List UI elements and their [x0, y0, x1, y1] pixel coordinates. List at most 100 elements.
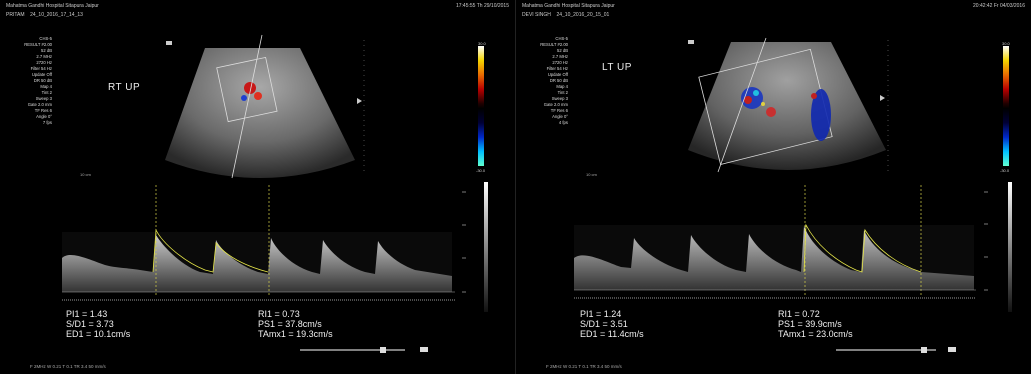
stat-pi: PI1 = 1.24	[580, 309, 622, 319]
right-header: Mahatma Gandhi Hospital Sitapura Jaipur …	[522, 3, 1025, 9]
left-flow-red	[244, 82, 256, 94]
right-cine-box	[948, 347, 956, 352]
left-depth-label: 10 cm	[80, 172, 92, 177]
param-line: Angle 0°	[36, 114, 52, 119]
right-hospital-title: Mahatma Gandhi Hospital Sitapura Jaipur	[522, 3, 615, 9]
left-spectrum	[62, 235, 452, 292]
param-line: Update Off	[31, 72, 52, 77]
left-header: Mahatma Gandhi Hospital Sitapura Jaipur …	[6, 3, 509, 9]
right-view-label: LT UP	[602, 62, 632, 73]
left-study-id: 24_10_2016_17_14_13	[30, 12, 83, 18]
right-flow-red	[744, 96, 752, 104]
param-line: RESULT #2.00	[24, 42, 52, 47]
param-line: RESULT #2.00	[540, 42, 568, 47]
left-hospital-title: Mahatma Gandhi Hospital Sitapura Jaipur	[6, 3, 99, 9]
param-line: Map 4	[556, 84, 568, 89]
right-depth-label: 10 cm	[586, 172, 598, 177]
right-stats-col1: PI1 = 1.24 S/D1 = 3.51 ED1 = 11.4cm/s	[580, 309, 644, 339]
right-patient-name: DEVI SINGH	[522, 12, 551, 18]
param-line: 2.7 MHz	[36, 54, 52, 59]
left-bmode-sector	[165, 48, 355, 178]
left-patient-name: PRITAM	[6, 12, 25, 18]
left-cine-handle	[380, 347, 386, 353]
right-image-area: 10 cm	[574, 37, 988, 353]
left-ultrasound-panel: Mahatma Gandhi Hospital Sitapura Jaipur …	[0, 0, 515, 374]
left-patient-line: PRITAM 24_10_2016_17_14_13	[6, 12, 83, 18]
param-line: Sweep 3	[35, 96, 52, 101]
left-doppler-trace	[152, 228, 269, 273]
param-line: Filter 54 Hz	[546, 66, 568, 71]
left-color-box	[216, 56, 278, 123]
left-view-label: RT UP	[108, 82, 141, 93]
stat-pi: PI1 = 1.43	[66, 309, 108, 319]
left-gray-bar	[484, 182, 488, 312]
right-doppler-cursor	[717, 37, 767, 173]
right-ultrasound-panel: Mahatma Gandhi Hospital Sitapura Jaipur …	[516, 0, 1031, 374]
left-velocity-ticks	[462, 191, 466, 293]
param-line: DR 50 dB	[33, 78, 52, 83]
right-params: CHS-5 RESULT #2.00 52 dB 2.7 MHz 2720 Hz…	[518, 36, 568, 126]
right-gray-bar	[1008, 182, 1012, 312]
left-scale-top: 30.0	[478, 41, 486, 46]
stat-tamx: TAmx1 = 19.3cm/s	[258, 329, 333, 339]
right-velocity-ticks	[984, 191, 988, 291]
left-doppler-cursor	[231, 34, 263, 179]
left-header-time: 17:45:55 Th 29/10/2015	[455, 3, 509, 9]
right-doppler-trace	[803, 223, 922, 273]
stat-ed: ED1 = 11.4cm/s	[580, 329, 644, 339]
right-color-scale	[1003, 46, 1009, 166]
panel-divider	[515, 0, 516, 374]
right-scale-bottom: -30.0	[1000, 168, 1010, 173]
left-flow-blue	[241, 95, 247, 101]
right-flow-red	[766, 107, 776, 117]
right-depth-marker	[880, 95, 885, 101]
param-line: Gate 2.0 mm	[543, 102, 568, 107]
left-stats-col2: RI1 = 0.73 PS1 = 37.8cm/s TAmx1 = 19.3cm…	[258, 309, 333, 339]
param-line: Tint 2	[557, 90, 568, 95]
left-scale-bottom: -30.0	[476, 168, 486, 173]
right-cine-handle	[921, 347, 927, 353]
right-bmode-sector	[688, 42, 886, 170]
param-line: Map 4	[40, 84, 52, 89]
stat-sd: S/D1 = 3.73	[66, 319, 114, 329]
param-line: CHS-5	[555, 36, 568, 41]
param-line: Update Off	[547, 72, 568, 77]
left-cine-box	[420, 347, 428, 352]
right-flow-cyan	[753, 90, 759, 96]
left-flow-red	[254, 92, 262, 100]
right-study-id: 24_10_2016_20_15_01	[556, 12, 610, 18]
param-line: 52 dB	[41, 48, 52, 53]
param-line: Tint 2	[41, 90, 52, 95]
param-line: Filter 54 Hz	[30, 66, 52, 71]
stat-tamx: TAmx1 = 23.0cm/s	[778, 329, 853, 339]
stat-ri: RI1 = 0.72	[778, 309, 820, 319]
param-line: 2720 Hz	[36, 60, 52, 65]
param-line: 2720 Hz	[552, 60, 568, 65]
right-flow-yellow	[761, 102, 765, 106]
param-line: Gate 2.0 mm	[27, 102, 52, 107]
left-image-area: 10 cm	[62, 34, 466, 353]
right-flow-blue	[811, 89, 831, 141]
stat-ps: PS1 = 39.9cm/s	[778, 319, 842, 329]
param-line: TF Res 6	[550, 108, 568, 113]
stat-ri: RI1 = 0.73	[258, 309, 300, 319]
right-scale-top: 30.0	[1002, 41, 1010, 46]
right-patient-line: DEVI SINGH 24_10_2016_20_15_01	[522, 12, 609, 18]
left-depth-marker	[357, 98, 362, 104]
right-stats-col2: RI1 = 0.72 PS1 = 39.9cm/s TAmx1 = 23.0cm…	[778, 309, 853, 339]
param-line: CHS-5	[39, 36, 52, 41]
param-line: TF Res 6	[34, 108, 52, 113]
right-header-time: 20:42:42 Fr 04/03/2016	[973, 3, 1025, 9]
param-line: 52 dB	[557, 48, 568, 53]
stat-sd: S/D1 = 3.51	[580, 319, 628, 329]
left-stats-col1: PI1 = 1.43 S/D1 = 3.73 ED1 = 10.1cm/s	[66, 309, 130, 339]
param-line: Sweep 3	[551, 96, 568, 101]
left-probe-marker	[166, 41, 172, 45]
param-line: 4 fps	[558, 120, 568, 125]
right-probe-marker	[688, 40, 694, 44]
param-line: DR 50 dB	[549, 78, 568, 83]
stat-ed: ED1 = 10.1cm/s	[66, 329, 131, 339]
left-params: CHS-5 RESULT #2.00 52 dB 2.7 MHz 2720 Hz…	[2, 36, 52, 126]
right-flow-red	[811, 93, 817, 99]
left-footer: F 2MHz W 0.21 T 0.1 TR 3.4 50 mm/s	[30, 364, 106, 369]
